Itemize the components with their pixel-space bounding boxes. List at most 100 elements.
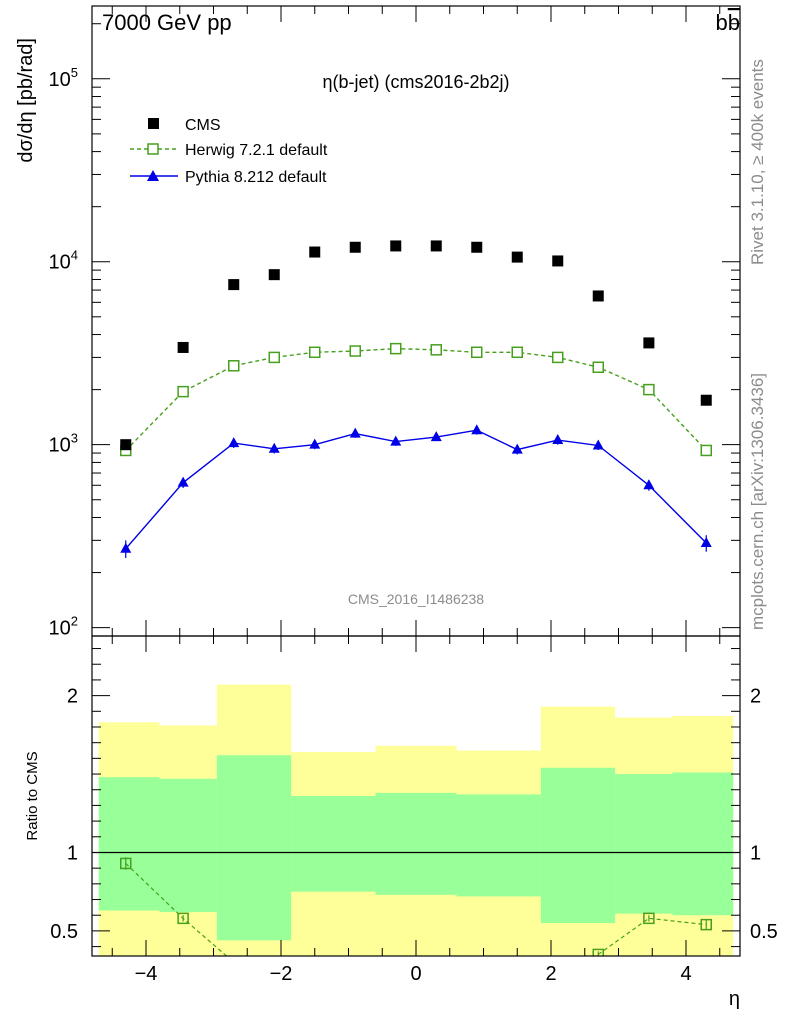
pythia-point — [430, 431, 442, 442]
x-tick-label: 2 — [545, 963, 556, 985]
green-band — [375, 792, 457, 895]
y-tick-label: 104 — [49, 248, 78, 274]
herwig-point — [643, 383, 655, 396]
cms-point — [120, 439, 132, 451]
herwig-line — [125, 347, 707, 451]
herwig-point — [177, 385, 189, 398]
herwig-point — [228, 360, 240, 372]
x-tick-label: −2 — [270, 963, 293, 985]
pythia-point — [700, 537, 712, 548]
cms-point — [552, 255, 564, 267]
cms-point — [511, 251, 523, 263]
green-band — [540, 767, 616, 924]
cms-point — [592, 290, 604, 302]
y-tick-label: 105 — [49, 65, 78, 91]
rivet-label: Rivet 3.1.10, ≥ 400k events — [748, 59, 767, 265]
herwig-point — [471, 346, 483, 359]
header-process-label: bb — [716, 10, 741, 35]
x-tick-label: −4 — [135, 963, 158, 985]
herwig-ratio-point — [643, 912, 655, 925]
ratio-plot-content — [0, 684, 786, 1024]
pythia-point — [552, 434, 564, 445]
y-axis-label: dσ/dη [pb/rad] — [15, 38, 37, 163]
green-band — [98, 777, 160, 911]
herwig-point — [309, 346, 321, 359]
herwig-point — [390, 342, 402, 355]
ratio-panel: 0.5 0.5 1 1 2 2 −4 −2 0 2 4 Ratio to CMS η — [0, 635, 786, 1024]
cms-point — [268, 269, 280, 281]
herwig-point — [268, 351, 280, 364]
pythia-point — [268, 442, 280, 453]
green-band — [291, 796, 376, 892]
pythia-point — [120, 542, 132, 553]
cms-point — [309, 246, 321, 258]
x-axis-label: η — [729, 988, 740, 1010]
green-band — [216, 755, 292, 941]
legend-item-pythia: Pythia 8.212 default — [130, 169, 327, 186]
pythia-point — [349, 427, 361, 438]
herwig-point — [700, 444, 712, 457]
pythia-point — [309, 438, 321, 449]
legend-pythia-marker — [147, 170, 159, 181]
ratio-y-tick-label: 1 — [67, 842, 78, 864]
ratio-y-tick-label: 2 — [67, 686, 78, 708]
green-band — [672, 772, 734, 916]
pythia-line — [125, 429, 707, 550]
y-tick-label: 102 — [49, 614, 78, 640]
ratio-y-tick-label-right: 0.5 — [750, 921, 778, 943]
cms-point — [228, 279, 240, 291]
green-band — [159, 778, 217, 913]
ratio-axes: 0.5 0.5 1 1 2 2 −4 −2 0 2 4 — [50, 636, 778, 985]
x-tick-label: 4 — [680, 963, 691, 985]
legend-herwig-marker — [147, 143, 159, 155]
pythia-point — [511, 443, 523, 454]
main-frame — [91, 5, 741, 637]
pythia-point — [471, 424, 483, 435]
cms-point — [700, 394, 712, 406]
main-axes: 102 103 104 105 — [49, 6, 740, 640]
pythia-point — [643, 479, 655, 490]
herwig-ratio-point — [120, 857, 132, 870]
cms-point — [177, 341, 189, 353]
herwig-ratio-line — [597, 917, 707, 955]
herwig-ratio-point — [700, 918, 712, 931]
pythia-point — [177, 476, 189, 487]
legend-cms-marker — [148, 118, 159, 129]
ratio-clip-mask — [0, 956, 786, 1024]
legend-herwig-label: Herwig 7.2.1 default — [185, 142, 328, 159]
cms-point — [471, 241, 483, 253]
cms-point — [430, 240, 442, 252]
x-tick-label: 0 — [410, 963, 421, 985]
herwig-point — [552, 351, 564, 364]
y-tick-label: 103 — [49, 431, 78, 457]
cms-point — [390, 240, 402, 252]
pythia-point — [390, 435, 402, 446]
cms-point — [349, 241, 361, 253]
green-band — [456, 794, 541, 897]
mcplots-label: mcplots.cern.ch [arXiv:1306.3436] — [748, 373, 767, 630]
ratio-y-axis-label: Ratio to CMS — [24, 751, 41, 840]
herwig-point — [511, 346, 523, 359]
ratio-y-tick-label: 0.5 — [50, 921, 78, 943]
ratio-frame — [91, 635, 741, 957]
legend: CMS Herwig 7.2.1 default Pythia 8.212 de… — [130, 117, 328, 186]
herwig-point — [349, 345, 361, 357]
header-collision-label: 7000 GeV pp — [102, 10, 232, 35]
pythia-point — [228, 437, 240, 448]
herwig-point — [592, 361, 604, 374]
cms-point — [643, 337, 655, 349]
ratio-y-tick-label-right: 1 — [750, 842, 761, 864]
legend-cms-label: CMS — [185, 117, 221, 134]
legend-pythia-label: Pythia 8.212 default — [185, 169, 327, 186]
plot-title: η(b-jet) (cms2016-2b2j) — [322, 72, 509, 92]
watermark-label: CMS_2016_I1486238 — [348, 591, 484, 607]
main-panel: 102 103 104 105 η(b-jet) (cms2016-2b2j) dσ/… — [15, 5, 741, 640]
main-plot-content — [120, 240, 712, 559]
legend-item-cms: CMS — [148, 117, 221, 134]
herwig-ratio-point — [177, 912, 189, 925]
legend-item-herwig: Herwig 7.2.1 default — [130, 142, 328, 159]
herwig-point — [430, 344, 442, 356]
ratio-y-tick-label-right: 2 — [750, 686, 761, 708]
green-band — [615, 774, 673, 914]
